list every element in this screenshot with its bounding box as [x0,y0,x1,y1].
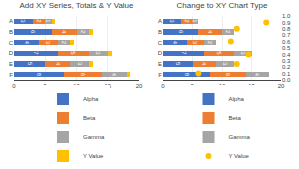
svg-text:0.8: 0.8 [282,26,291,32]
svg-text:0.7: 0.7 [282,32,291,38]
svg-text:5: 5 [27,62,33,66]
svg-text:2: 2 [61,41,67,45]
svg-text:C: C [9,40,14,46]
svg-text:A: A [158,18,162,24]
svg-text:8: 8 [36,73,42,77]
svg-text:Alpha: Alpha [83,96,99,102]
svg-text:3: 3 [169,19,175,23]
svg-text:Alpha: Alpha [229,96,245,102]
svg-text:0.4: 0.4 [282,52,291,58]
svg-text:E: E [158,61,162,67]
svg-text:D: D [158,50,163,56]
svg-text:1: 1 [45,19,51,23]
svg-text:1: 1 [192,19,198,23]
svg-text:6: 6 [30,30,36,34]
svg-text:4: 4 [172,41,178,45]
svg-text:3: 3 [95,51,101,55]
svg-text:3: 3 [77,62,83,66]
svg-text:2: 2 [36,19,42,23]
svg-text:Y Value: Y Value [83,153,104,159]
svg-text:0.9: 0.9 [282,20,291,26]
svg-text:0.3: 0.3 [282,58,291,64]
svg-text:2: 2 [225,30,231,34]
svg-text:3: 3 [192,41,198,45]
svg-text:1.0: 1.0 [282,13,291,19]
svg-text:F: F [9,72,13,78]
svg-text:0.5: 0.5 [282,45,291,51]
svg-text:0.6: 0.6 [282,39,291,45]
svg-text:5: 5 [216,51,222,55]
svg-text:3: 3 [20,19,26,23]
svg-text:4: 4 [111,73,117,77]
svg-text:4: 4 [55,62,61,66]
svg-text:2: 2 [184,19,190,23]
svg-text:0.2: 0.2 [282,64,291,70]
svg-text:4: 4 [24,41,30,45]
svg-text:Change to XY Chart Type: Change to XY Chart Type [177,1,268,10]
svg-text:Gamma: Gamma [83,134,105,140]
svg-text:5: 5 [70,51,76,55]
svg-text:Beta: Beta [229,115,242,121]
svg-text:3: 3 [222,62,228,66]
svg-text:Gamma: Gamma [229,134,251,140]
svg-text:20: 20 [278,83,285,89]
svg-text:B: B [9,29,13,35]
svg-text:C: C [158,40,163,46]
svg-text:Add XY Series, Totals & Y Valu: Add XY Series, Totals & Y Value [20,1,135,10]
svg-text:Y Value: Y Value [229,153,250,159]
svg-text:B: B [158,29,162,35]
svg-text:7: 7 [181,51,187,55]
svg-text:8: 8 [184,73,190,77]
svg-text:F: F [158,72,162,78]
svg-text:6: 6 [225,73,231,77]
svg-text:D: D [9,50,14,56]
svg-text:7: 7 [33,51,39,55]
svg-text:6: 6 [178,30,184,34]
svg-text:4: 4 [207,30,213,34]
svg-text:6: 6 [80,73,86,77]
svg-text:0: 0 [161,83,165,89]
svg-text:Beta: Beta [83,115,96,121]
svg-text:A: A [9,18,13,24]
svg-text:2: 2 [207,41,213,45]
svg-text:3: 3 [45,41,51,45]
svg-text:4: 4 [201,62,207,66]
svg-text:4: 4 [254,73,260,77]
svg-text:3: 3 [240,51,246,55]
svg-text:E: E [9,61,13,67]
svg-text:5: 5 [175,62,181,66]
svg-text:0.1: 0.1 [282,71,291,77]
svg-text:0: 0 [12,83,16,89]
svg-text:2: 2 [80,30,86,34]
svg-text:0.0: 0.0 [282,77,291,83]
svg-text:20: 20 [136,83,143,89]
svg-text:4: 4 [61,30,67,34]
